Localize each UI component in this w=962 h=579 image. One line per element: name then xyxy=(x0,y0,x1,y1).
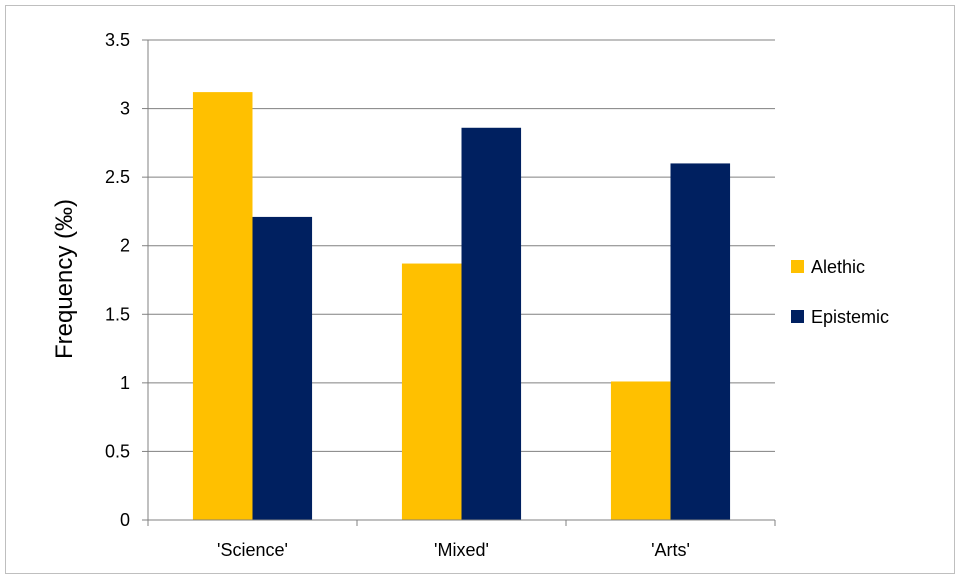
bar-alethic-0 xyxy=(192,92,253,520)
legend-swatch-epistemic xyxy=(791,310,804,323)
y-tick-label: 1 xyxy=(120,373,130,393)
y-axis-title: Frequency (‰) xyxy=(51,199,78,359)
bars xyxy=(192,92,731,521)
legend-swatch-alethic xyxy=(791,260,804,273)
x-tick-label: 'Arts' xyxy=(651,540,690,560)
axes: 0 0.5 1 1.5 2 2.5 3 3.5 'Science' 'Mixed' 'Arts' xyxy=(105,30,776,560)
bar-epistemic-2 xyxy=(670,163,731,520)
y-tick-label: 2 xyxy=(120,236,130,256)
y-tick-label: 0.5 xyxy=(105,441,130,461)
x-tick-label: 'Science' xyxy=(217,540,288,560)
bar-alethic-2 xyxy=(610,381,671,520)
y-tick-label: 3.5 xyxy=(105,30,130,50)
y-tick-label: 0 xyxy=(120,510,130,530)
x-tick-label: 'Mixed' xyxy=(434,540,489,560)
bar-epistemic-0 xyxy=(252,216,313,520)
bar-epistemic-1 xyxy=(461,127,522,521)
y-tick-label: 3 xyxy=(120,99,130,119)
legend-label-alethic: Alethic xyxy=(811,257,865,277)
bar-alethic-1 xyxy=(401,263,462,520)
y-tick-label: 2.5 xyxy=(105,167,130,187)
legend: Alethic Epistemic xyxy=(791,257,889,327)
legend-label-epistemic: Epistemic xyxy=(811,307,889,327)
y-tick-label: 1.5 xyxy=(105,304,130,324)
